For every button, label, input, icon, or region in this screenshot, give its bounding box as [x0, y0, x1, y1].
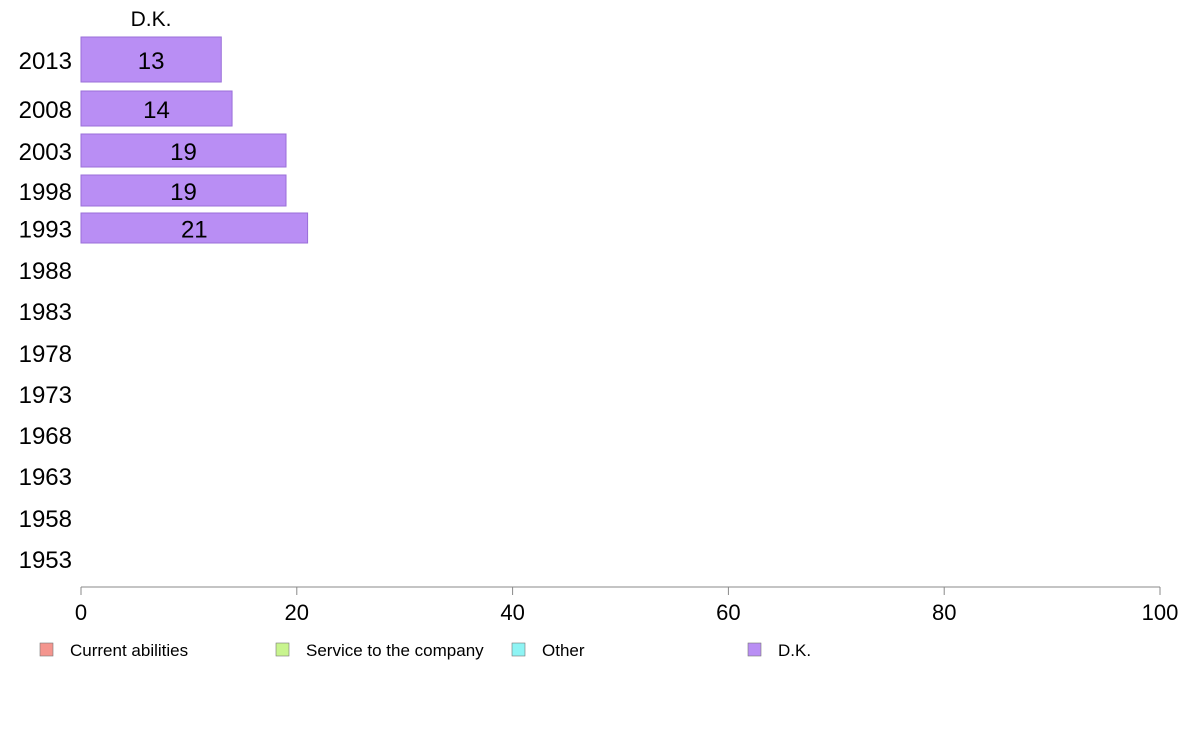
data-label-1993: 21 — [181, 217, 208, 244]
bar-2008-d-k- — [80, 90, 233, 127]
category-label-2003: 2003 — [19, 139, 72, 166]
data-label-1998: 19 — [170, 179, 197, 206]
legend-swatch-d-k- — [747, 642, 762, 657]
legend-swatch-service-to-the-company — [275, 642, 290, 657]
x-axis: 0 20 40 60 80 100 — [75, 586, 1179, 625]
category-label-1958: 1958 — [19, 506, 72, 533]
category-label-1968: 1968 — [19, 423, 72, 450]
category-label-1988: 1988 — [19, 258, 72, 285]
category-labels: 2013 2008 2003 1998 1993 1988 1983 1978 1973 1968… — [19, 48, 72, 574]
legend-label-d-k-: D.K. — [778, 641, 811, 660]
bar-2003-d-k- — [80, 133, 287, 168]
category-label-1963: 1963 — [19, 464, 72, 491]
x-tick-label-40: 40 — [500, 600, 524, 625]
bar-1993-d-k- — [80, 212, 309, 244]
category-label-1998: 1998 — [19, 179, 72, 206]
category-label-2008: 2008 — [19, 97, 72, 124]
legend: Current abilities Service to the company O… — [39, 641, 811, 660]
x-tick-label-60: 60 — [716, 600, 740, 625]
category-label-1973: 1973 — [19, 382, 72, 409]
x-tick-label-80: 80 — [932, 600, 956, 625]
legend-label-service-to-the-company: Service to the company — [306, 641, 484, 660]
data-label-2008: 14 — [143, 97, 170, 124]
x-tick-label-0: 0 — [75, 600, 87, 625]
legend-label-current-abilities: Current abilities — [70, 641, 188, 660]
category-label-1983: 1983 — [19, 299, 72, 326]
category-label-1953: 1953 — [19, 547, 72, 574]
legend-swatch-current-abilities — [39, 642, 54, 657]
data-label-2013: 13 — [138, 48, 165, 75]
data-label-2003: 19 — [170, 139, 197, 166]
x-tick-label-100: 100 — [1142, 600, 1179, 625]
legend-label-other: Other — [542, 641, 585, 660]
bar-1998-d-k- — [80, 174, 287, 207]
legend-swatch-other — [511, 642, 526, 657]
x-tick-label-20: 20 — [285, 600, 309, 625]
series-title: D.K. — [131, 8, 172, 31]
category-label-1993: 1993 — [19, 217, 72, 244]
category-label-1978: 1978 — [19, 341, 72, 368]
bar-2013-d-k- — [80, 36, 222, 83]
category-label-2013: 2013 — [19, 48, 72, 75]
